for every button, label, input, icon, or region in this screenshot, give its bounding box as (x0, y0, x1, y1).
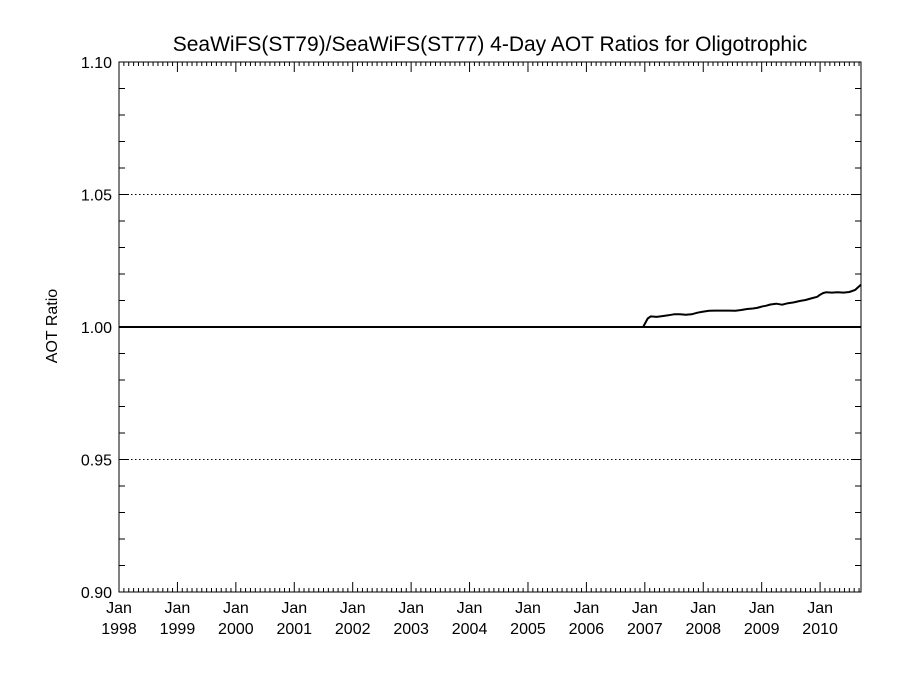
plot-frame (118, 61, 862, 593)
x-tick-label-month: Jan (165, 600, 191, 617)
x-tick-label-month: Jan (690, 600, 716, 617)
tick-labels: 0.90 0.95 1.00 1.05 1.10 Jan 1998 Jan 1999 Jan 200… (81, 55, 838, 638)
x-tick-label-month: Jan (574, 600, 600, 617)
x-tick-label-month: Jan (340, 600, 366, 617)
x-tick-label-month: Jan (749, 600, 775, 617)
x-tick-label-year: 2005 (510, 621, 546, 638)
series-layer (119, 283, 862, 328)
x-tick-label-year: 1999 (160, 621, 196, 638)
x-tick-label-year: 2002 (335, 621, 371, 638)
x-tick-label-month: Jan (398, 600, 424, 617)
axis-ticks (118, 61, 861, 593)
chart-title: SeaWiFS(ST79)/SeaWiFS(ST77) 4-Day AOT Ra… (173, 33, 807, 56)
x-tick-label-month: Jan (457, 600, 483, 617)
x-tick-label-month: Jan (515, 600, 541, 617)
x-tick-label-year: 2009 (744, 621, 780, 638)
y-tick-label: 0.90 (81, 585, 112, 602)
gridlines (119, 61, 861, 460)
x-tick-label-year: 1998 (101, 621, 137, 638)
x-tick-label-year: 2008 (685, 621, 721, 638)
x-tick-label-year: 2000 (218, 621, 254, 638)
x-tick-label-month: Jan (807, 600, 833, 617)
y-axis-label: AOT Ratio (44, 289, 61, 364)
x-tick-label-year: 2004 (452, 621, 488, 638)
x-tick-label-year: 2006 (569, 621, 605, 638)
x-tick-label-month: Jan (281, 600, 307, 617)
y-tick-label: 0.95 (81, 453, 112, 470)
series-line-0 (119, 283, 862, 328)
x-tick-label-year: 2003 (393, 621, 429, 638)
x-tick-label-year: 2010 (802, 621, 838, 638)
y-tick-label: 1.00 (81, 320, 112, 337)
x-tick-label-month: Jan (223, 600, 249, 617)
x-tick-label-month: Jan (632, 600, 658, 617)
y-tick-label: 1.10 (81, 55, 112, 72)
x-tick-label-year: 2001 (276, 621, 312, 638)
x-tick-label-month: Jan (106, 600, 132, 617)
y-tick-label: 1.05 (81, 188, 112, 205)
x-tick-label-year: 2007 (627, 621, 663, 638)
